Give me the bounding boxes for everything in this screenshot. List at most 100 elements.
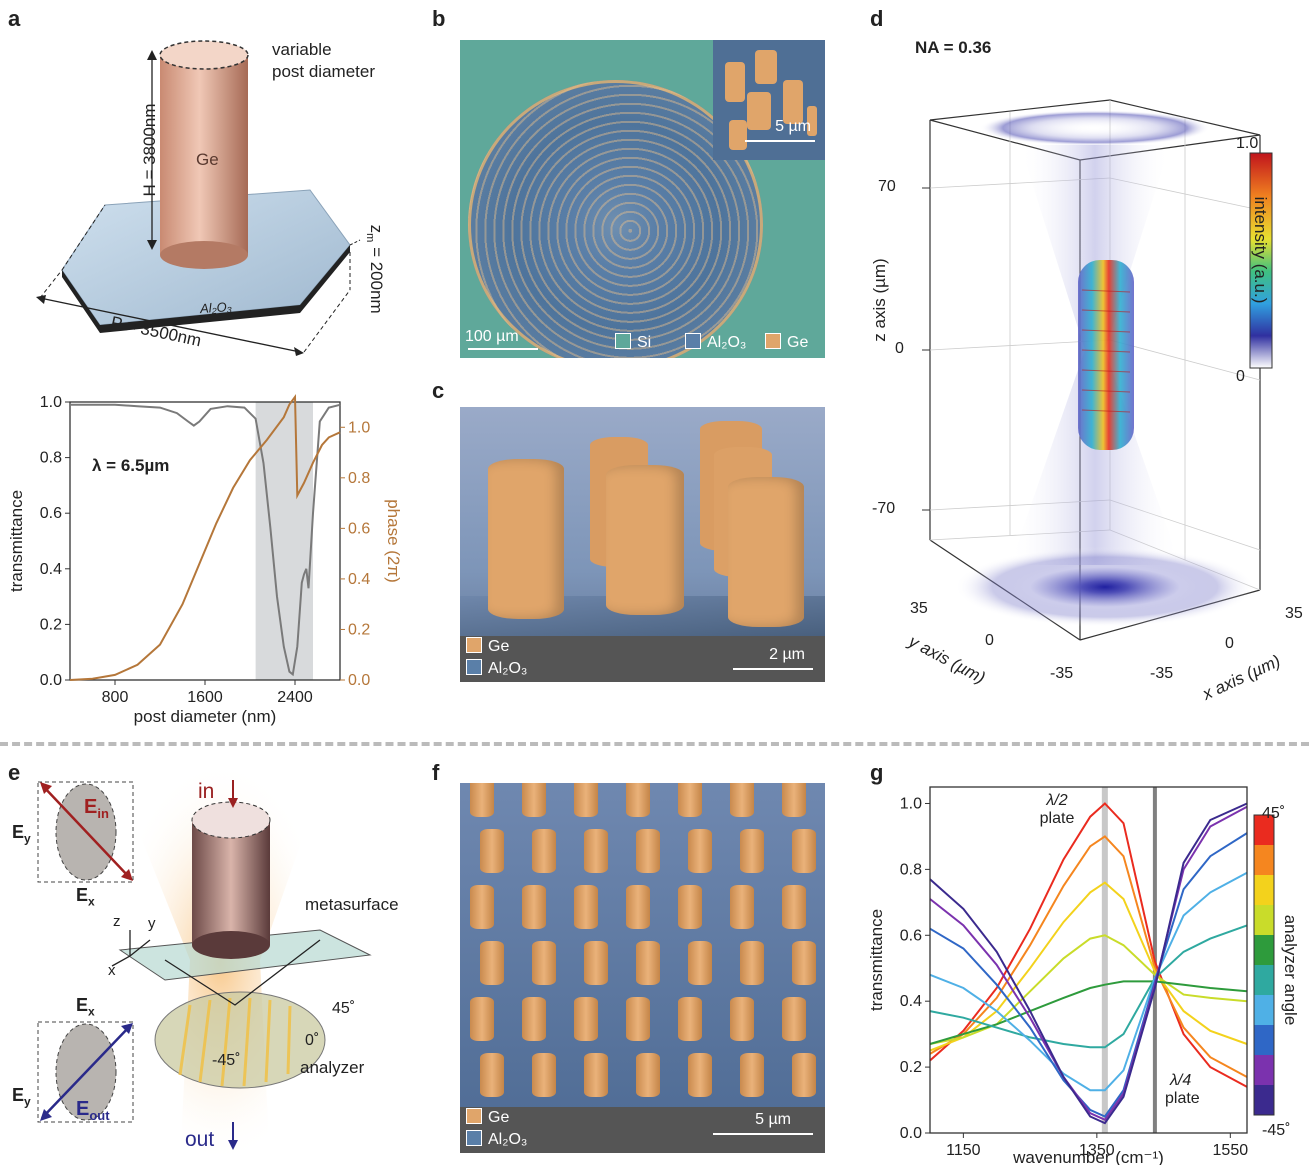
colorbar-max: 45˚ (1262, 805, 1286, 822)
x-tick-label: 1550 (1213, 1142, 1249, 1159)
e-out-label: Eout (76, 1098, 110, 1123)
elliptic-pillar (636, 941, 660, 985)
elliptic-pillar (782, 885, 806, 929)
x-tick-label: 1350 (1079, 1142, 1115, 1159)
colorbar-segment (1254, 995, 1274, 1026)
analyzer-disk (154, 991, 326, 1089)
z-axis-label: z axis (µm) (870, 258, 889, 342)
elliptic-pillar (532, 1053, 556, 1097)
colorbar-segment (1254, 845, 1274, 876)
elliptic-pillar (584, 941, 608, 985)
series-line (929, 881, 1248, 1052)
e-y-label-out: Ey (12, 1085, 31, 1109)
e-in-label: Ein (84, 796, 109, 821)
series-line (929, 871, 1248, 1092)
y2-tick-label: 0.6 (348, 520, 370, 537)
elliptic-pillar (470, 997, 494, 1041)
panel-label-e: e (8, 760, 21, 785)
in-label: in (198, 780, 215, 803)
panel-label-f: f (432, 760, 440, 785)
transmittance-line (70, 403, 341, 677)
elliptic-pillar (792, 829, 816, 873)
e-x-label-in: Ex (76, 885, 95, 909)
colorbar-min: -45˚ (1262, 1122, 1291, 1139)
elliptic-pillar (532, 941, 556, 985)
e-x-label-out: Ex (76, 995, 95, 1019)
x-axis-label: post diameter (nm) (134, 707, 277, 726)
x-tick-label: 800 (102, 689, 129, 706)
colorbar-segment (1254, 1085, 1274, 1116)
y-tick-label: 1.0 (900, 795, 922, 812)
sem-image-pillars: Ge Al₂O₃ 2 µm (460, 407, 825, 682)
y2-tick-label: 1.0 (348, 419, 370, 436)
elliptic-pillar (740, 1053, 764, 1097)
elliptic-pillar (636, 829, 660, 873)
elliptic-pillar (584, 829, 608, 873)
inset-scale-label: 5 µm (775, 118, 811, 135)
panel-label-d: d (870, 6, 884, 31)
variable-label-line2: post diameter (272, 62, 375, 81)
focal-intensity-volume (922, 99, 1273, 641)
half-wave-label-plate: plate (1039, 810, 1075, 827)
elliptic-pillar (792, 1053, 816, 1097)
x-axis-label: wavenumber (cm⁻¹) (1012, 1148, 1164, 1165)
elliptic-pillar (522, 783, 546, 817)
series-line (929, 802, 1248, 1125)
y-tick-label: 0.6 (900, 927, 922, 944)
legend-si: Si (615, 333, 651, 352)
axis-x-label: x (108, 962, 116, 979)
colorbar-label: intensity (a.u.) (1251, 196, 1270, 304)
x-tick: 0 (1225, 635, 1234, 652)
colorbar-segment (1254, 875, 1274, 906)
scale-bar-label: 100 µm (465, 328, 519, 345)
elliptic-pillar (688, 829, 712, 873)
legend-al2o3: Al₂O₃ (685, 333, 746, 352)
zm-label: zm = 200nm (363, 224, 387, 314)
scale-bar-label: 2 µm (769, 646, 805, 663)
elliptic-pillar (574, 885, 598, 929)
elliptic-pillar (584, 1053, 608, 1097)
elliptic-pillar (792, 941, 816, 985)
half-wave-label: λ/2 (1046, 792, 1068, 809)
ge-post-label: Ge (196, 150, 219, 169)
elliptic-pillar (730, 885, 754, 929)
intensity-colorbar (1249, 152, 1273, 369)
quarter-wave-label: λ/4 (1170, 1072, 1192, 1089)
elliptic-pillar (480, 941, 504, 985)
series-line (929, 832, 1248, 1118)
z-tick: 0 (895, 340, 904, 357)
panel-label-g: g (870, 760, 884, 785)
elliptic-pillar (522, 885, 546, 929)
unit-cell-schematic (36, 40, 361, 356)
colorbar-segment (1254, 965, 1274, 996)
analyzer-label: analyzer (300, 1058, 365, 1077)
x-tick: 35 (1285, 605, 1303, 622)
y-tick-label: 0.6 (40, 505, 62, 522)
inset-zoom (713, 40, 825, 160)
elliptic-pillar (688, 1053, 712, 1097)
series-line (929, 805, 1248, 1122)
plot-frame (929, 786, 1248, 1134)
series-line (929, 924, 1248, 1049)
elliptic-pillar (574, 783, 598, 817)
elliptic-pillar (626, 783, 650, 817)
elliptic-pillar (678, 997, 702, 1041)
y-tick-label: 0.2 (40, 616, 62, 633)
legend-ge: Ge (466, 1108, 509, 1127)
y-tick-label: 0.8 (900, 861, 922, 878)
section-divider (0, 742, 1309, 746)
elliptic-pillar (730, 783, 754, 817)
elliptic-pillar (480, 829, 504, 873)
elliptic-pillar (522, 997, 546, 1041)
elliptic-pillar (678, 885, 702, 929)
polarization-schematic (37, 760, 372, 1165)
na-label: NA = 0.36 (915, 38, 992, 57)
y-axis-label: transmittance (867, 909, 886, 1011)
y2-tick-label: 0.2 (348, 621, 370, 638)
wavelength-annotation: λ = 6.5µm (92, 456, 170, 475)
variable-label-line1: variable (272, 40, 332, 59)
analyzer-transmittance-chart: 1150 1350 1550 0.0 0.2 0.4 0.6 0.8 1.0 wavenumber… (867, 786, 1275, 1165)
focal-spot (1078, 260, 1134, 450)
colorbar-segment (1254, 1025, 1274, 1056)
colorbar-segment (1254, 935, 1274, 966)
